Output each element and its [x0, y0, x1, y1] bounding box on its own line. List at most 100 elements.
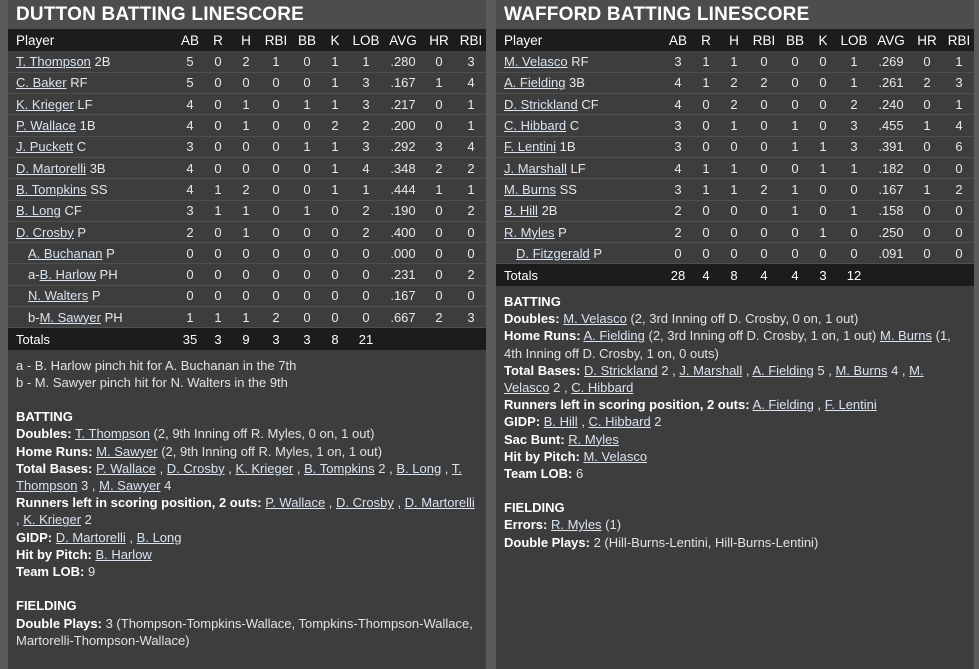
- player-name-link[interactable]: J. Marshall: [504, 160, 567, 176]
- stat-cell-rbi: 0: [260, 263, 292, 286]
- player-name-link[interactable]: B. Tompkins: [16, 181, 87, 197]
- player-name-link[interactable]: T. Thompson: [16, 460, 462, 494]
- batting-section-heading: BATTING: [16, 409, 73, 425]
- batting-note-line: Home Runs: M. Sawyer (2, 9th Inning off …: [16, 443, 478, 460]
- player-name-link[interactable]: A. Fielding: [752, 362, 814, 378]
- stat-cell-hr: 0: [422, 285, 456, 308]
- player-name-link[interactable]: J. Marshall: [679, 362, 743, 378]
- stat-cell-r: 0: [204, 263, 232, 286]
- stat-cell-ab: 0: [176, 263, 204, 286]
- player-name-link[interactable]: B. Harlow: [39, 267, 96, 283]
- player-name-link[interactable]: T. Thompson: [16, 53, 91, 69]
- player-name-link[interactable]: D. Strickland: [583, 362, 658, 378]
- left-col-header-h: H: [232, 29, 260, 51]
- stat-cell-k: 1: [322, 178, 348, 201]
- stat-cell-bb: 1: [292, 93, 322, 116]
- fielding-note-line: Errors: R. Myles (1): [504, 516, 966, 533]
- player-name-link[interactable]: D. Martorelli: [55, 529, 126, 545]
- player-name-link[interactable]: R. Myles: [504, 224, 555, 240]
- player-name-link[interactable]: M. Velasco: [583, 448, 648, 464]
- stat-cell-ab: 2: [664, 221, 692, 244]
- stat-cell-h: 0: [720, 200, 748, 222]
- stat-cell-rbi: 0: [748, 157, 780, 180]
- player-name-link[interactable]: D. Crosby: [16, 224, 74, 240]
- player-name-link[interactable]: A. Fielding: [752, 397, 814, 413]
- player-name-link[interactable]: R. Myles: [568, 431, 619, 447]
- player-name-link[interactable]: C. Hibbard: [588, 414, 651, 430]
- spacer: [504, 482, 966, 499]
- player-name-link[interactable]: M. Burns: [879, 328, 932, 344]
- player-name-link[interactable]: A. Fielding: [504, 75, 566, 91]
- player-name-link[interactable]: M. Sawyer: [39, 309, 101, 325]
- player-name-link[interactable]: D. Martorelli: [404, 495, 475, 511]
- player-position: P: [73, 224, 87, 240]
- stat-cell-rbi: 0: [456, 221, 486, 244]
- stat-cell-ab: 4: [176, 93, 204, 116]
- stat-cell-bb: 0: [780, 51, 810, 73]
- stat-cell-r: 1: [204, 200, 232, 222]
- player-name-link[interactable]: B. Long: [396, 460, 442, 476]
- stat-cell-r: 0: [204, 72, 232, 95]
- player-name-link[interactable]: B. Long: [16, 203, 61, 219]
- player-name-link[interactable]: J. Puckett: [16, 139, 74, 155]
- batting-note-line: Doubles: M. Velasco (2, 3rd Inning off D…: [504, 310, 966, 327]
- player-name-link[interactable]: A. Fielding: [583, 328, 645, 344]
- player-name-link[interactable]: M. Velasco: [563, 311, 627, 327]
- player-name-link[interactable]: C. Hibbard: [571, 379, 634, 395]
- stat-cell-rbi: 0: [944, 221, 974, 244]
- player-name-link[interactable]: N. Walters: [28, 288, 89, 304]
- player-name-link[interactable]: D. Strickland: [504, 96, 578, 112]
- player-name-link[interactable]: A. Buchanan: [28, 245, 103, 261]
- note-label: Team LOB:: [504, 466, 573, 481]
- stat-cell-rbi: 2: [944, 178, 974, 201]
- note-text: 3 ,: [77, 478, 100, 494]
- table-row: R. Myles P 2 0 0 0 0 1 0.250 0 0: [496, 221, 974, 244]
- player-name-link[interactable]: B. Hill: [543, 414, 578, 430]
- player-name-link[interactable]: B. Harlow: [95, 546, 152, 562]
- note-text: ,: [813, 397, 825, 413]
- batting-note-line: GIDP: D. Martorelli , B. Long: [16, 529, 478, 546]
- player-name-link[interactable]: M. Velasco: [504, 53, 568, 69]
- player-cell: N. Walters P: [8, 285, 176, 308]
- player-name-link[interactable]: D. Crosby: [166, 460, 225, 476]
- player-name-link[interactable]: P. Wallace: [265, 495, 326, 511]
- stat-cell-rbi: 0: [456, 242, 486, 265]
- player-name-link[interactable]: B. Hill: [504, 203, 538, 219]
- stat-cell-hr: 1: [910, 178, 944, 201]
- note-text: 2 ,: [549, 379, 572, 395]
- stat-cell-rbi: 1: [260, 51, 292, 73]
- player-name-link[interactable]: C. Baker: [16, 75, 67, 91]
- stat-cell-r: 0: [204, 242, 232, 265]
- player-name-link[interactable]: D. Martorelli: [16, 160, 87, 176]
- player-name-link[interactable]: R. Myles: [550, 517, 602, 533]
- stat-cell-h: 2: [232, 51, 260, 73]
- player-name-link[interactable]: T. Thompson: [75, 426, 150, 442]
- player-name-link[interactable]: K. Krieger: [16, 96, 74, 112]
- stat-cell-avg: .261: [872, 72, 910, 95]
- player-name-link[interactable]: M. Burns: [504, 181, 557, 197]
- stat-cell-rbi: 0: [456, 285, 486, 308]
- player-name-link[interactable]: K. Krieger: [23, 512, 82, 528]
- player-name-link[interactable]: F. Lentini: [504, 139, 557, 155]
- stat-cell-avg: .182: [872, 157, 910, 180]
- player-name-link[interactable]: D. Fitzgerald: [516, 245, 590, 261]
- stat-cell-lob: 0: [348, 242, 384, 265]
- player-name-link[interactable]: B. Long: [136, 529, 182, 545]
- stat-cell-r: 0: [204, 114, 232, 137]
- player-name-link[interactable]: D. Crosby: [336, 495, 394, 511]
- player-name-link[interactable]: P. Wallace: [95, 460, 156, 476]
- player-name-link[interactable]: M. Sawyer: [99, 478, 161, 494]
- player-name-link[interactable]: C. Hibbard: [504, 118, 567, 134]
- player-name-link[interactable]: M. Burns: [835, 362, 888, 378]
- player-cell: D. Martorelli 3B: [8, 157, 176, 180]
- player-name-link[interactable]: F. Lentini: [824, 397, 877, 413]
- stat-cell-rbi: 0: [944, 200, 974, 222]
- stat-cell-bb: 0: [292, 242, 322, 265]
- player-name-link[interactable]: M. Velasco: [504, 362, 924, 395]
- player-name-link[interactable]: M. Sawyer: [96, 443, 158, 459]
- player-name-link[interactable]: K. Krieger: [235, 460, 294, 476]
- player-name-link[interactable]: B. Tompkins: [304, 460, 375, 476]
- stat-cell-h: 2: [232, 178, 260, 201]
- player-name-link[interactable]: P. Wallace: [16, 118, 76, 134]
- note-text: (2, 3rd Inning off D. Crosby, 1 on, 1 ou…: [644, 328, 880, 344]
